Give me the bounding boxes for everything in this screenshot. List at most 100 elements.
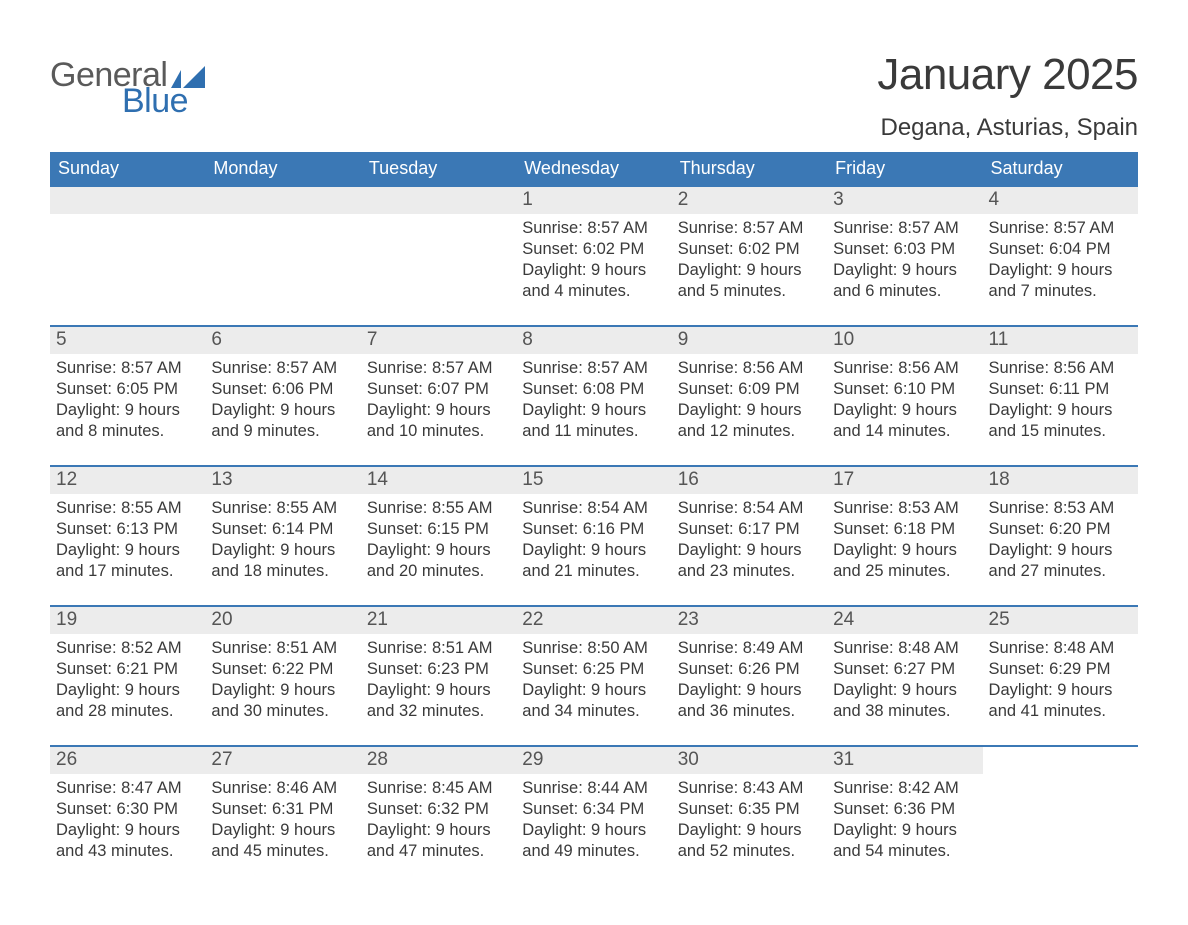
day-number: 29 xyxy=(516,747,671,774)
day-cell: 21Sunrise: 8:51 AMSunset: 6:23 PMDayligh… xyxy=(361,607,516,745)
day-number: 6 xyxy=(205,327,360,354)
day-number: 28 xyxy=(361,747,516,774)
sunset-line: Sunset: 6:27 PM xyxy=(833,659,976,680)
day-cell: 5Sunrise: 8:57 AMSunset: 6:05 PMDaylight… xyxy=(50,327,205,465)
sunset-line: Sunset: 6:04 PM xyxy=(989,239,1132,260)
weekday-header-cell: Saturday xyxy=(983,152,1138,187)
day-number: 19 xyxy=(50,607,205,634)
header-row: General Blue January 2025 Degana, Asturi… xyxy=(50,50,1138,142)
day-cell: 26Sunrise: 8:47 AMSunset: 6:30 PMDayligh… xyxy=(50,747,205,885)
day-cell: 2Sunrise: 8:57 AMSunset: 6:02 PMDaylight… xyxy=(672,187,827,325)
day-number: 13 xyxy=(205,467,360,494)
day-cell: 28Sunrise: 8:45 AMSunset: 6:32 PMDayligh… xyxy=(361,747,516,885)
day-number: 7 xyxy=(361,327,516,354)
day-body: Sunrise: 8:49 AMSunset: 6:26 PMDaylight:… xyxy=(672,634,827,728)
sunset-line: Sunset: 6:09 PM xyxy=(678,379,821,400)
sunset-line: Sunset: 6:05 PM xyxy=(56,379,199,400)
day-body: Sunrise: 8:56 AMSunset: 6:11 PMDaylight:… xyxy=(983,354,1138,448)
day-body: Sunrise: 8:57 AMSunset: 6:05 PMDaylight:… xyxy=(50,354,205,448)
sunset-line: Sunset: 6:11 PM xyxy=(989,379,1132,400)
sunrise-line: Sunrise: 8:50 AM xyxy=(522,638,665,659)
day-cell: 23Sunrise: 8:49 AMSunset: 6:26 PMDayligh… xyxy=(672,607,827,745)
day-number: 20 xyxy=(205,607,360,634)
weekday-header-cell: Tuesday xyxy=(361,152,516,187)
day-number: 8 xyxy=(516,327,671,354)
day-cell: 15Sunrise: 8:54 AMSunset: 6:16 PMDayligh… xyxy=(516,467,671,605)
sunrise-line: Sunrise: 8:48 AM xyxy=(833,638,976,659)
day-body: Sunrise: 8:51 AMSunset: 6:22 PMDaylight:… xyxy=(205,634,360,728)
sunset-line: Sunset: 6:10 PM xyxy=(833,379,976,400)
sunrise-line: Sunrise: 8:55 AM xyxy=(367,498,510,519)
day-cell xyxy=(50,187,205,325)
day-cell: 16Sunrise: 8:54 AMSunset: 6:17 PMDayligh… xyxy=(672,467,827,605)
sunrise-line: Sunrise: 8:57 AM xyxy=(367,358,510,379)
day-number: 1 xyxy=(516,187,671,214)
title-month: January 2025 xyxy=(877,50,1138,100)
day-cell: 27Sunrise: 8:46 AMSunset: 6:31 PMDayligh… xyxy=(205,747,360,885)
sunset-line: Sunset: 6:08 PM xyxy=(522,379,665,400)
daylight-line: Daylight: 9 hours and 43 minutes. xyxy=(56,820,199,862)
day-body: Sunrise: 8:50 AMSunset: 6:25 PMDaylight:… xyxy=(516,634,671,728)
sunrise-line: Sunrise: 8:55 AM xyxy=(56,498,199,519)
sunset-line: Sunset: 6:23 PM xyxy=(367,659,510,680)
daylight-line: Daylight: 9 hours and 45 minutes. xyxy=(211,820,354,862)
sunrise-line: Sunrise: 8:51 AM xyxy=(367,638,510,659)
day-cell: 3Sunrise: 8:57 AMSunset: 6:03 PMDaylight… xyxy=(827,187,982,325)
day-number: 23 xyxy=(672,607,827,634)
daylight-line: Daylight: 9 hours and 5 minutes. xyxy=(678,260,821,302)
day-cell: 11Sunrise: 8:56 AMSunset: 6:11 PMDayligh… xyxy=(983,327,1138,465)
day-cell: 10Sunrise: 8:56 AMSunset: 6:10 PMDayligh… xyxy=(827,327,982,465)
sunrise-line: Sunrise: 8:52 AM xyxy=(56,638,199,659)
day-cell: 13Sunrise: 8:55 AMSunset: 6:14 PMDayligh… xyxy=(205,467,360,605)
calendar-page: General Blue January 2025 Degana, Asturi… xyxy=(0,0,1188,925)
sunrise-line: Sunrise: 8:57 AM xyxy=(678,218,821,239)
sunset-line: Sunset: 6:32 PM xyxy=(367,799,510,820)
sunrise-line: Sunrise: 8:49 AM xyxy=(678,638,821,659)
day-body: Sunrise: 8:57 AMSunset: 6:06 PMDaylight:… xyxy=(205,354,360,448)
day-body: Sunrise: 8:57 AMSunset: 6:02 PMDaylight:… xyxy=(672,214,827,308)
day-number: 3 xyxy=(827,187,982,214)
weekday-header-cell: Wednesday xyxy=(516,152,671,187)
day-cell: 4Sunrise: 8:57 AMSunset: 6:04 PMDaylight… xyxy=(983,187,1138,325)
sunset-line: Sunset: 6:29 PM xyxy=(989,659,1132,680)
day-body: Sunrise: 8:54 AMSunset: 6:17 PMDaylight:… xyxy=(672,494,827,588)
daylight-line: Daylight: 9 hours and 11 minutes. xyxy=(522,400,665,442)
daylight-line: Daylight: 9 hours and 20 minutes. xyxy=(367,540,510,582)
day-cell: 7Sunrise: 8:57 AMSunset: 6:07 PMDaylight… xyxy=(361,327,516,465)
sunset-line: Sunset: 6:26 PM xyxy=(678,659,821,680)
sunrise-line: Sunrise: 8:56 AM xyxy=(989,358,1132,379)
sunrise-line: Sunrise: 8:56 AM xyxy=(833,358,976,379)
week-row: 26Sunrise: 8:47 AMSunset: 6:30 PMDayligh… xyxy=(50,745,1138,885)
logo: General Blue xyxy=(50,50,205,121)
day-body: Sunrise: 8:55 AMSunset: 6:15 PMDaylight:… xyxy=(361,494,516,588)
sunset-line: Sunset: 6:03 PM xyxy=(833,239,976,260)
sunrise-line: Sunrise: 8:48 AM xyxy=(989,638,1132,659)
sunrise-line: Sunrise: 8:42 AM xyxy=(833,778,976,799)
sunset-line: Sunset: 6:30 PM xyxy=(56,799,199,820)
day-body: Sunrise: 8:43 AMSunset: 6:35 PMDaylight:… xyxy=(672,774,827,868)
day-body: Sunrise: 8:48 AMSunset: 6:29 PMDaylight:… xyxy=(983,634,1138,728)
sunset-line: Sunset: 6:21 PM xyxy=(56,659,199,680)
sunrise-line: Sunrise: 8:44 AM xyxy=(522,778,665,799)
day-cell xyxy=(983,747,1138,885)
daylight-line: Daylight: 9 hours and 38 minutes. xyxy=(833,680,976,722)
day-cell: 14Sunrise: 8:55 AMSunset: 6:15 PMDayligh… xyxy=(361,467,516,605)
day-cell: 6Sunrise: 8:57 AMSunset: 6:06 PMDaylight… xyxy=(205,327,360,465)
day-cell: 22Sunrise: 8:50 AMSunset: 6:25 PMDayligh… xyxy=(516,607,671,745)
flag-icon xyxy=(171,66,205,88)
daylight-line: Daylight: 9 hours and 41 minutes. xyxy=(989,680,1132,722)
weekday-header-cell: Monday xyxy=(205,152,360,187)
sunrise-line: Sunrise: 8:57 AM xyxy=(833,218,976,239)
day-number: 25 xyxy=(983,607,1138,634)
weekday-header-cell: Friday xyxy=(827,152,982,187)
day-body: Sunrise: 8:57 AMSunset: 6:04 PMDaylight:… xyxy=(983,214,1138,308)
day-cell: 1Sunrise: 8:57 AMSunset: 6:02 PMDaylight… xyxy=(516,187,671,325)
daylight-line: Daylight: 9 hours and 14 minutes. xyxy=(833,400,976,442)
sunset-line: Sunset: 6:17 PM xyxy=(678,519,821,540)
day-body: Sunrise: 8:57 AMSunset: 6:02 PMDaylight:… xyxy=(516,214,671,308)
weekday-header-cell: Sunday xyxy=(50,152,205,187)
daylight-line: Daylight: 9 hours and 7 minutes. xyxy=(989,260,1132,302)
day-body: Sunrise: 8:46 AMSunset: 6:31 PMDaylight:… xyxy=(205,774,360,868)
day-number: 4 xyxy=(983,187,1138,214)
week-row: 19 Sunrise: 8:52 AMSunset: 6:21 PM Dayligh… xyxy=(50,605,1138,745)
